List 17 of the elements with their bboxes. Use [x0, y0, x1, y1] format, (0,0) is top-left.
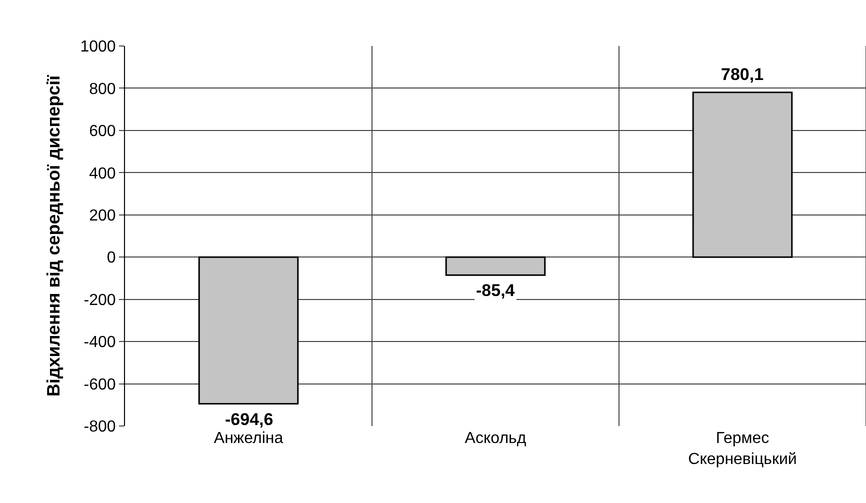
y-tick-label: -200 [84, 292, 116, 309]
data-label: -694,6 [225, 410, 274, 429]
y-axis-title: Відхилення від середньої дисперсії [43, 74, 64, 397]
x-tick-label: Аскольд [464, 430, 527, 447]
data-label: 780,1 [721, 65, 764, 84]
y-tick-label: -600 [84, 376, 116, 394]
y-tick-label: 1000 [80, 38, 116, 56]
y-tick-label: 600 [89, 123, 116, 140]
y-tick-label: -800 [84, 418, 116, 436]
x-tick-label: Гермес Скерневіцький [688, 430, 797, 468]
y-tick-label: 0 [106, 250, 116, 267]
y-tick-label: 800 [89, 80, 116, 98]
data-label: -85,4 [476, 281, 516, 300]
y-tick-label: 400 [89, 165, 116, 182]
y-tick-label: 200 [89, 207, 116, 224]
y-tick-label: -400 [84, 334, 116, 352]
x-tick-label: Анжеліна [214, 430, 284, 447]
